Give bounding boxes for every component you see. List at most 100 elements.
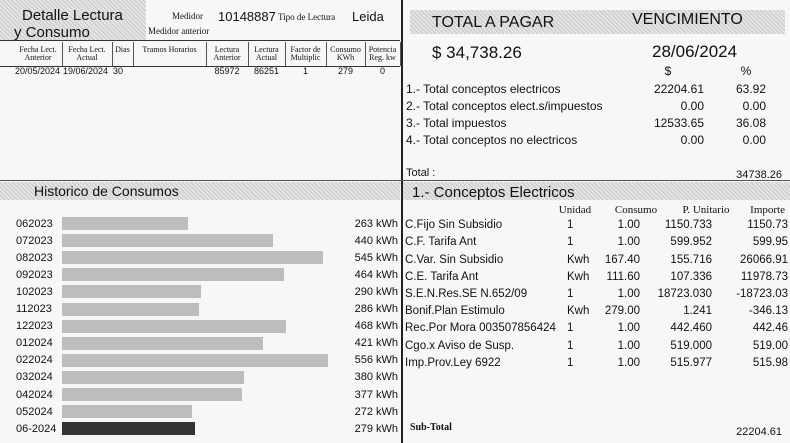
section-title: 1.- Conceptos Electricos <box>412 183 575 201</box>
summary-percent: 36.08 <box>735 116 766 130</box>
consumption-label: 290 kWh <box>354 285 398 298</box>
concept-cell: Kwh <box>567 305 590 318</box>
concept-cell: 11978.73 <box>740 270 788 283</box>
period: 102023 <box>16 285 53 298</box>
rule <box>0 40 400 41</box>
concept-cell: 1.00 <box>617 322 640 335</box>
column-header: Potencia Reg. kw <box>368 45 397 62</box>
concept-cell: Kwh <box>567 253 590 266</box>
consumption-label: 263 kWh <box>354 217 398 230</box>
period: 092023 <box>16 268 53 281</box>
summary-amount: 0.00 <box>680 133 704 147</box>
period: 022024 <box>16 354 53 367</box>
history-header-box <box>0 182 400 200</box>
consumption-label: 440 kWh <box>354 234 398 247</box>
column-header: Fecha Lect. Actual <box>68 45 106 62</box>
concept-cell: 155.716 <box>670 253 712 266</box>
column-rule <box>400 42 401 66</box>
concept-cell: 1.00 <box>617 356 640 369</box>
concept-cell: 167.40 <box>604 253 640 266</box>
concept-cell: C.Fijo Sin Subsidio <box>405 219 503 232</box>
concept-cell: 515.977 <box>670 356 712 369</box>
column-header: Lectura Actual <box>254 45 279 62</box>
column-header: Consumo KWh <box>330 45 361 62</box>
summary-amount: 12533.65 <box>653 116 704 130</box>
period: 042024 <box>16 388 53 401</box>
concept-cell: Bonif.Plan Estimulo <box>405 305 505 318</box>
due-label: VENCIMIENTO <box>632 11 743 28</box>
concept-cell: 111.60 <box>606 270 640 283</box>
period: 112023 <box>16 303 52 315</box>
consumption-bar <box>62 422 196 436</box>
rule <box>0 180 790 181</box>
total-header-box <box>410 10 785 34</box>
label: Medidor anterior <box>148 25 210 36</box>
subtotal-value: 22204.61 <box>736 425 782 438</box>
consumption-label: 421 kWh <box>354 337 398 350</box>
period: 082023 <box>16 251 53 264</box>
concept-cell: 1 <box>567 339 574 352</box>
summary-percent: 63.92 <box>735 82 766 96</box>
cell: 85972 <box>214 65 240 76</box>
consumption-bar <box>62 405 193 419</box>
total-row-label: Total : <box>406 166 436 179</box>
consumption-bar <box>62 251 323 265</box>
summary-label: 3.- Total impuestos <box>406 116 507 130</box>
period: 072023 <box>16 234 53 247</box>
summary-amount: 22204.61 <box>653 82 704 96</box>
column-header: Importe <box>750 203 785 216</box>
consumption-label: 279 kWh <box>354 422 398 435</box>
period: 032024 <box>16 371 53 384</box>
section-title: Historico de Consumos <box>34 183 179 199</box>
period: 012024 <box>16 337 53 350</box>
summary-percent: 0.00 <box>742 133 766 147</box>
title-box <box>0 0 146 40</box>
concept-cell: Rec.Por Mora 003507856424 <box>405 322 556 335</box>
consumption-label: 464 kWh <box>354 268 398 281</box>
label: Medidor <box>172 10 203 21</box>
summary-label: 2.- Total conceptos elect.s/impuestos <box>406 99 603 113</box>
consumption-bar <box>62 234 273 248</box>
column-header: $ <box>664 64 672 78</box>
consumption-bar <box>62 268 284 282</box>
total-row-value: 34738.26 <box>736 168 782 181</box>
consumption-label: 272 kWh <box>354 405 398 418</box>
cell: 86251 <box>253 65 280 76</box>
consumption-bar <box>62 285 201 299</box>
total-label: TOTAL A PAGAR <box>432 14 555 31</box>
concept-cell: Imp.Prov.Ley 6922 <box>405 356 501 369</box>
concept-cell: 599.952 <box>670 236 712 249</box>
column-header: Dias <box>115 45 130 54</box>
column-header: Unidad <box>558 203 592 216</box>
summary-label: 1.- Total conceptos electricos <box>406 82 561 96</box>
column-header: Fecha Lect. Anterior <box>19 45 57 62</box>
consumption-bar <box>62 388 243 401</box>
concept-cell: Kwh <box>567 270 590 283</box>
concept-cell: Cgo.x Aviso de Susp. <box>405 339 515 352</box>
cell: 279 <box>337 65 354 76</box>
concept-cell: 1150.733 <box>664 219 712 232</box>
concept-cell: 599.95 <box>752 236 788 249</box>
concept-cell: C.E. Tarifa Ant <box>405 270 479 283</box>
concept-cell: 442.460 <box>670 322 712 335</box>
consumption-label: 286 kWh <box>354 303 398 315</box>
concept-cell: 442.46 <box>752 322 788 335</box>
concept-cell: 519.00 <box>752 339 788 352</box>
due-date: 28/06/2024 <box>652 41 738 61</box>
column-header: % <box>740 64 752 78</box>
consumption-bar <box>62 370 244 384</box>
concept-cell: C.Var. Sin Subsidio <box>405 253 504 266</box>
period: 062023 <box>16 217 53 230</box>
rule <box>0 66 400 67</box>
concept-cell: 107.336 <box>670 270 712 283</box>
summary-label: 4.- Total conceptos no electricos <box>406 133 578 147</box>
concept-cell: 515.98 <box>752 356 788 369</box>
period: 052024 <box>16 405 53 418</box>
concept-cell: 1.00 <box>617 288 640 301</box>
consumption-bar <box>62 336 264 350</box>
period: 122023 <box>16 320 53 333</box>
concept-cell: 519.000 <box>670 339 712 352</box>
label: Tipo de Lectura <box>278 11 336 22</box>
concept-cell: 1 <box>567 356 574 369</box>
